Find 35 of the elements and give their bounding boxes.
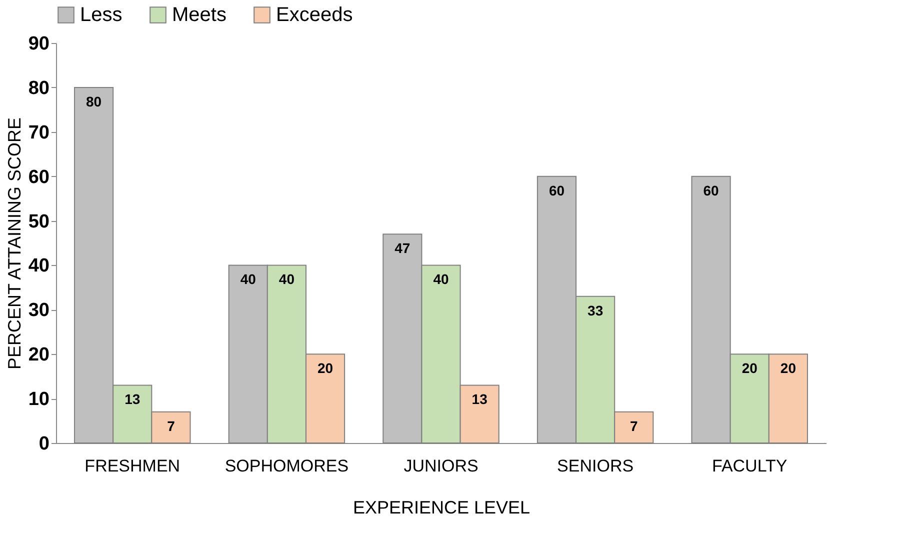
legend-label: Exceeds [276, 4, 353, 26]
y-tick-label: 0 [38, 434, 50, 454]
data-label: 20 [317, 360, 334, 376]
x-tick-label: FRESHMEN [84, 456, 180, 476]
x-axis-title: EXPERIENCE LEVEL [352, 498, 530, 518]
data-label: 40 [240, 271, 256, 288]
data-label: 80 [86, 93, 102, 110]
y-tick-label: 90 [28, 34, 50, 54]
y-tick-label: 70 [28, 122, 50, 144]
data-label: 47 [394, 240, 410, 256]
x-tick-label: FACULTY [712, 456, 788, 476]
data-label: 13 [124, 391, 140, 408]
legend-label: Meets [172, 4, 226, 26]
x-tick-label: SENIORS [557, 456, 634, 476]
y-tick-label: 80 [28, 78, 50, 99]
x-tick-label: JUNIORS [404, 456, 478, 476]
data-label: 60 [548, 182, 565, 198]
data-label: 40 [278, 271, 295, 288]
data-label: 13 [472, 391, 488, 408]
y-tick-label: 10 [28, 389, 50, 410]
y-axis-title: PERCENT ATTAINING SCORE [4, 117, 24, 370]
legend-label: Less [80, 4, 122, 26]
y-tick-label: 50 [28, 211, 50, 232]
y-tick-label: 40 [28, 256, 50, 277]
data-label: 33 [588, 302, 604, 318]
data-label: 20 [742, 360, 758, 376]
y-tick-label: 20 [28, 344, 50, 366]
x-tick-label: SOPHOMORES [224, 456, 349, 476]
y-tick-label: 30 [28, 300, 50, 322]
data-label: 40 [433, 271, 449, 288]
data-label: 60 [703, 182, 720, 198]
data-label: 20 [780, 360, 796, 376]
data-label: 7 [167, 418, 176, 434]
y-tick-label: 60 [28, 166, 50, 188]
data-label: 7 [630, 418, 638, 434]
